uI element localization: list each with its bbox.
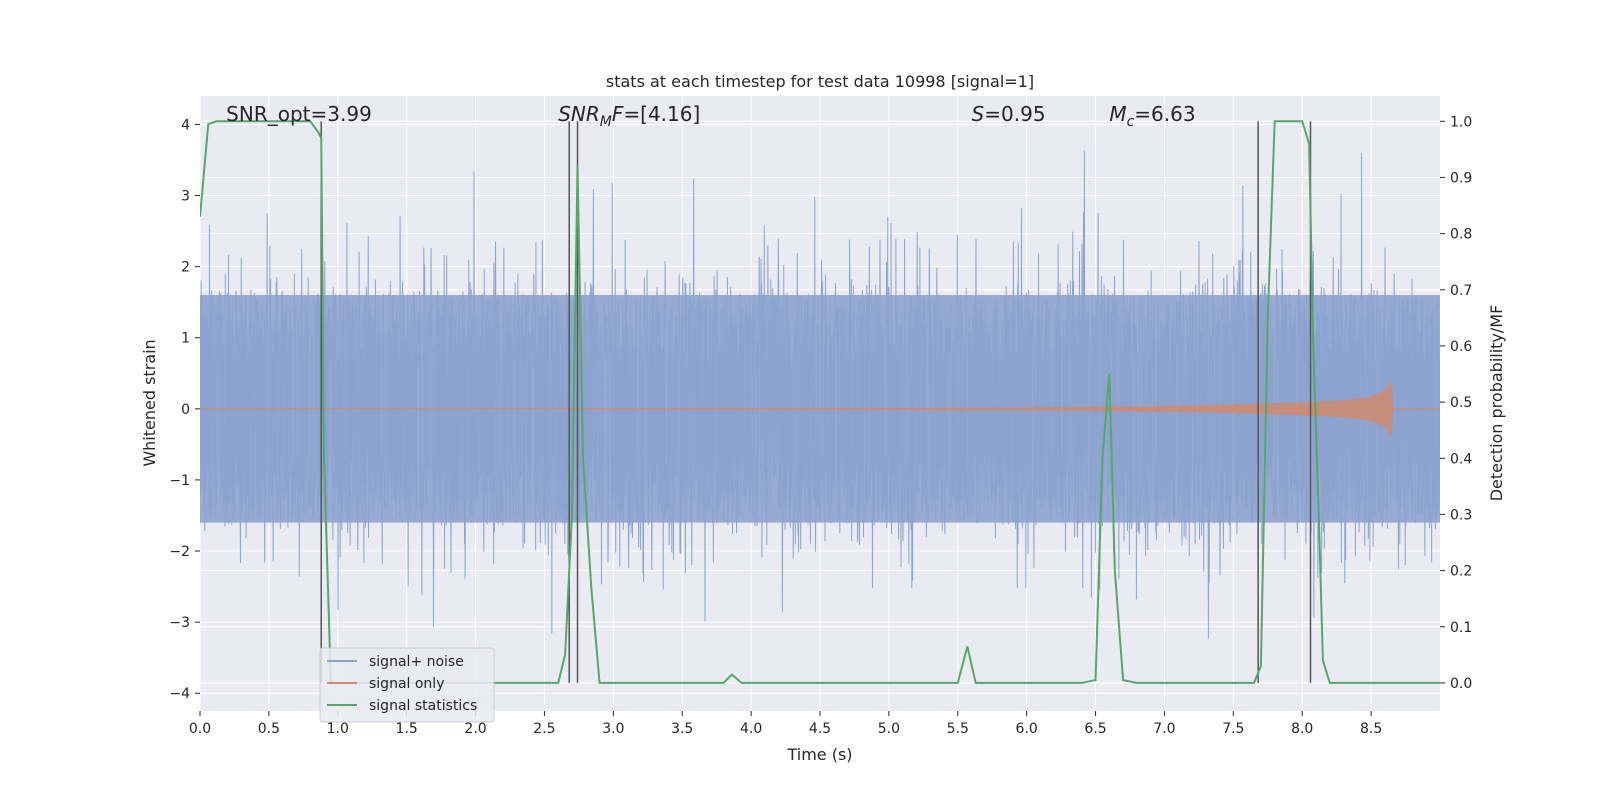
x-tick-label: 2.0 [464, 721, 486, 737]
y-axis-label: Whitened strain [140, 339, 159, 466]
y2-tick-label: 0.9 [1450, 170, 1472, 186]
y2-tick-label: 0.3 [1450, 507, 1472, 523]
y2-tick-label: 0.1 [1450, 620, 1472, 636]
x-tick-label: 3.0 [602, 721, 624, 737]
legend-label-signal-noise: signal+ noise [369, 654, 464, 670]
x-tick-label: 8.5 [1360, 721, 1382, 737]
x-tick-label: 4.0 [740, 721, 762, 737]
x-tick-label: 5.5 [947, 721, 969, 737]
x-tick-label: 0.0 [189, 721, 211, 737]
annotations: SNR_opt=3.99 SNRMF=[4.16] S=0.95 Mc=6.63 [226, 102, 1195, 130]
y2-tick-label: 0.6 [1450, 339, 1472, 355]
x-tick-labels: 0.0 0.5 1.0 1.5 2.0 2.5 3.0 3.5 4.0 4.5 5.0 5.5 6.0 6… [189, 711, 1382, 737]
chart-title: stats at each timestep for test data 109… [606, 72, 1034, 91]
legend-label-signal-only: signal only [369, 676, 444, 692]
x-tick-label: 0.5 [258, 721, 280, 737]
annotation-text: SNRMF=[4.16] [558, 102, 700, 130]
x-tick-label: 2.5 [533, 721, 555, 737]
y-tick-label: 3 [181, 189, 190, 205]
annotation-text: Mc=6.63 [1109, 102, 1195, 130]
y-tick-label: −1 [169, 473, 190, 489]
x-tick-label: 3.5 [671, 721, 693, 737]
signal-statistics-series [200, 120, 1440, 684]
y-tick-label: −3 [169, 615, 190, 631]
legend-label-signal-statistics: signal statistics [369, 698, 477, 714]
y2-tick-labels: 1.0 0.9 0.8 0.7 0.6 0.5 0.4 0.3 0.2 0.1 0.0 [1440, 114, 1472, 692]
y-tick-label: 0 [181, 402, 190, 418]
legend: signal+ noise signal only signal statist… [319, 647, 495, 723]
x-tick-label: 5.0 [878, 721, 900, 737]
x-axis-label: Time (s) [786, 745, 852, 764]
x-tick-label: 7.0 [1153, 721, 1175, 737]
annotation-text: SNR_opt=3.99 [226, 102, 372, 126]
y-tick-label: 4 [181, 117, 190, 133]
y-tick-label: 1 [181, 331, 190, 347]
x-tick-label: 1.5 [396, 721, 418, 737]
x-tick-label: 7.5 [1222, 721, 1244, 737]
y2-tick-label: 0.8 [1450, 227, 1472, 243]
y2-tick-label: 0.7 [1450, 283, 1472, 299]
signal-statistics-line [200, 120, 1440, 684]
x-tick-label: 6.5 [1084, 721, 1106, 737]
y-tick-label: −2 [169, 544, 190, 560]
annotation-text: S=0.95 [972, 102, 1046, 126]
x-tick-label: 6.0 [1016, 721, 1038, 737]
legend-box [319, 647, 495, 723]
signal-only-series [200, 380, 1440, 438]
y2-tick-label: 0.5 [1450, 395, 1472, 411]
y2-tick-label: 0.2 [1450, 564, 1472, 580]
x-tick-label: 1.0 [327, 721, 349, 737]
y-tick-label: −4 [169, 686, 190, 702]
y-tick-labels: 4 3 2 1 0 −1 −2 −3 −4 [169, 117, 200, 702]
x-tick-label: 4.5 [809, 721, 831, 737]
signal-noise-line [200, 150, 1440, 639]
y2-tick-label: 1.0 [1450, 114, 1472, 130]
x-tick-label: 8.0 [1291, 721, 1313, 737]
y2-tick-label: 0.0 [1450, 676, 1472, 692]
y-tick-label: 2 [181, 260, 190, 276]
y2-axis-label: Detection probability/MF [1487, 305, 1506, 502]
y2-tick-label: 0.4 [1450, 451, 1472, 467]
